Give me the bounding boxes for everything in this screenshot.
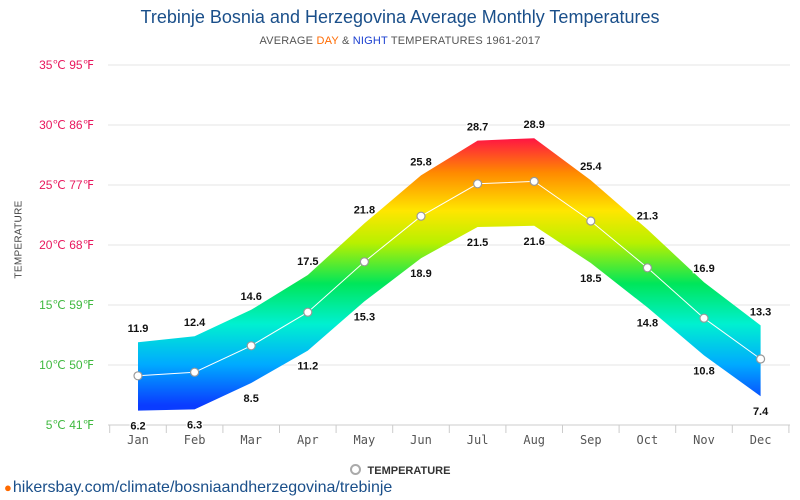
subtitle-suffix: TEMPERATURES 1961-2017: [387, 35, 541, 47]
day-value-label: 25.4: [580, 161, 602, 173]
y-tick-label: 5℃ 41℉: [46, 418, 94, 432]
temperature-point: [133, 371, 143, 381]
temperature-point: [473, 179, 483, 189]
x-tick-label: Dec: [750, 433, 772, 447]
night-value-label: 7.4: [753, 406, 769, 418]
day-night-range-band: [138, 138, 761, 411]
temperature-point: [642, 263, 653, 273]
day-value-label: 13.3: [750, 306, 771, 318]
y-tick-label: 15℃ 59℉: [39, 298, 94, 312]
temperature-line: [137, 180, 761, 377]
x-tick-label: Jun: [410, 433, 432, 447]
temperature-point: [416, 211, 426, 221]
day-value-label: 28.7: [467, 122, 488, 134]
day-value-label: 11.9: [128, 323, 149, 335]
night-value-label: 6.3: [187, 419, 202, 431]
x-tick-label: Feb: [184, 433, 206, 447]
night-value-label: 18.5: [580, 273, 601, 285]
temperature-point: [359, 257, 369, 267]
subtitle-day: DAY: [316, 35, 339, 47]
temperature-point: [190, 367, 200, 377]
day-value-label: 25.8: [410, 156, 431, 168]
night-value-label: 8.5: [244, 393, 259, 405]
night-value-label: 11.2: [297, 361, 318, 373]
night-value-label: 14.8: [637, 317, 658, 329]
x-tick-label: Mar: [240, 433, 262, 447]
x-tick-label: Nov: [693, 433, 715, 447]
subtitle-prefix: AVERAGE: [259, 35, 317, 47]
temperature-point: [246, 341, 256, 351]
night-value-label: 6.2: [130, 421, 145, 433]
temperature-point: [699, 313, 709, 323]
y-tick-label: 35℃ 95℉: [39, 58, 94, 72]
day-value-label: 21.3: [637, 210, 658, 222]
day-value-label: 12.4: [184, 317, 206, 329]
chart-subtitle: AVERAGE DAY & NIGHT TEMPERATURES 1961-20…: [0, 35, 800, 47]
x-tick-label: Aug: [523, 433, 545, 447]
x-tick-label: May: [354, 433, 376, 447]
night-value-label: 10.8: [693, 365, 714, 377]
day-value-label: 21.8: [354, 204, 375, 216]
day-value-label: 28.9: [523, 119, 544, 131]
source-link-text: hikersbay.com/climate/bosniaandherzegovi…: [12, 479, 393, 496]
temperature-point: [755, 354, 766, 364]
chart-title: Trebinje Bosnia and Herzegovina Average …: [140, 7, 660, 27]
day-value-label: 17.5: [297, 256, 318, 268]
subtitle-middle: &: [338, 35, 353, 47]
temperature-point: [529, 176, 539, 186]
x-tick-label: Jan: [127, 433, 149, 447]
night-value-label: 21.6: [523, 236, 544, 248]
y-tick-label: 30℃ 86℉: [39, 118, 94, 132]
y-tick-label: 10℃ 50℉: [39, 358, 94, 372]
location-pin-icon: ●: [4, 480, 12, 495]
source-link[interactable]: ●hikersbay.com/climate/bosniaandherzegov…: [4, 479, 392, 497]
x-tick-label: Apr: [297, 433, 319, 447]
night-value-label: 21.5: [467, 237, 488, 249]
day-value-label: 16.9: [693, 263, 714, 275]
temperature-point: [586, 216, 596, 226]
legend-label: TEMPERATURE: [367, 465, 451, 477]
x-tick-label: Jul: [467, 433, 489, 447]
subtitle-night: NIGHT: [352, 35, 388, 47]
y-tick-label: 25℃ 77℉: [39, 178, 94, 192]
night-value-label: 18.9: [410, 268, 431, 280]
night-value-label: 15.3: [354, 311, 375, 323]
day-value-label: 14.6: [240, 291, 261, 303]
y-tick-label: 20℃ 68℉: [39, 238, 94, 252]
chart-legend[interactable]: TEMPERATURE: [0, 464, 800, 477]
legend-marker-icon: [349, 464, 361, 475]
temperature-point: [303, 307, 313, 317]
x-tick-label: Oct: [637, 433, 659, 447]
x-tick-label: Sep: [580, 433, 602, 447]
